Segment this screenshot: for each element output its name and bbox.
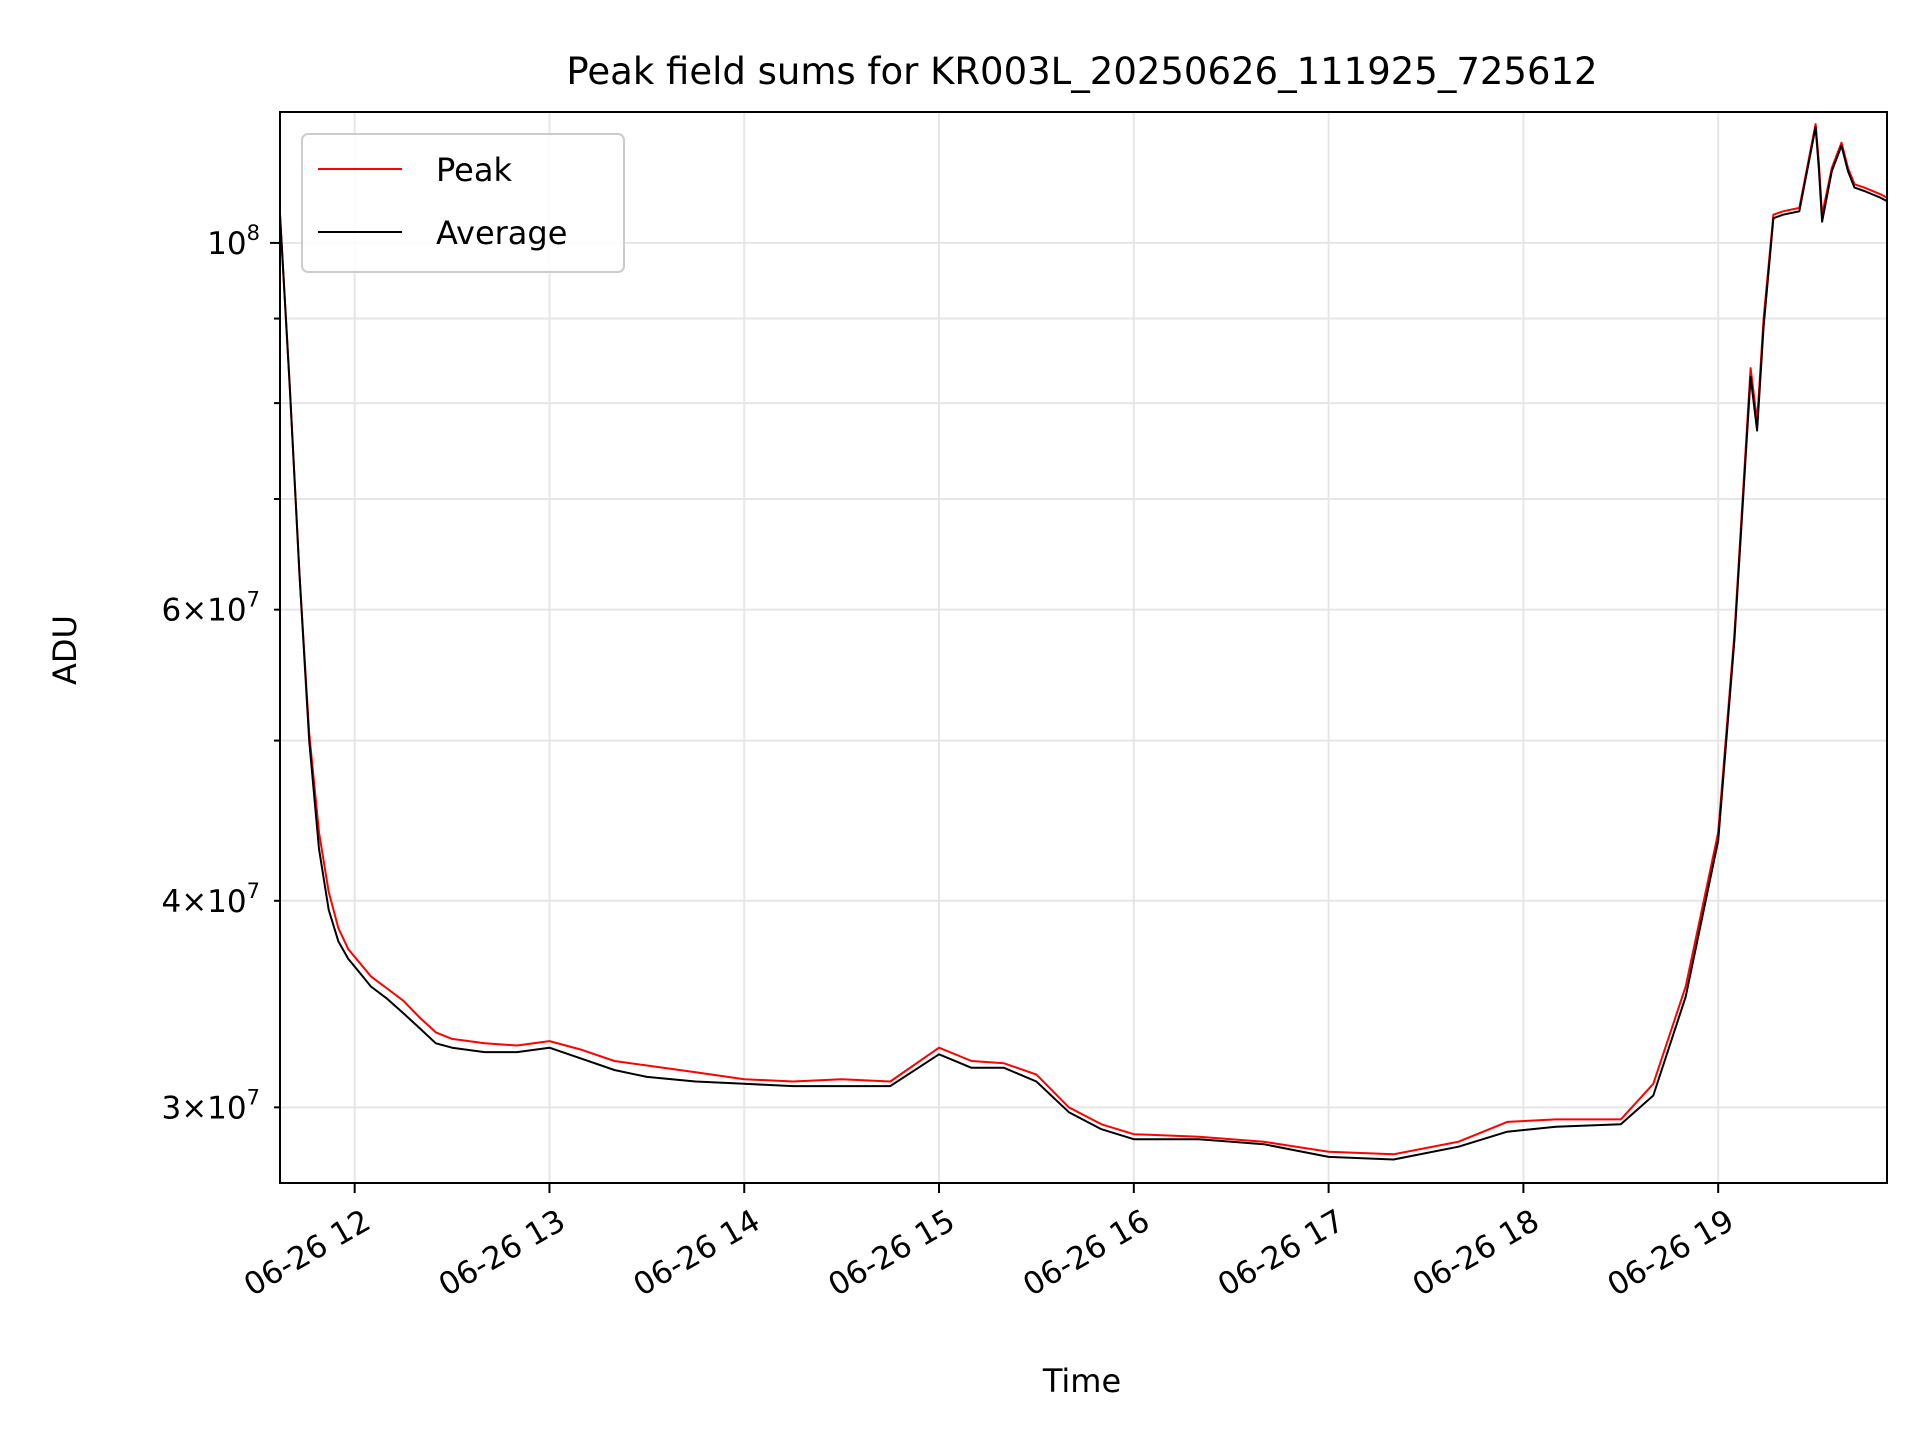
plot-frame — [279, 111, 1888, 1184]
grid — [280, 112, 1887, 1183]
legend-label-peak: Peak — [436, 151, 512, 189]
y-tick-label: 3×107 — [161, 1085, 260, 1126]
chart-title: Peak field sums for KR003L_20250626_1119… — [566, 50, 1597, 93]
y-axis-ticks: 108 3×107 4×107 6×107 — [161, 221, 280, 1126]
legend: Peak Average — [301, 133, 625, 273]
y-axis-label: ADU — [46, 615, 84, 685]
y-tick-label: 6×107 — [161, 588, 260, 629]
y-tick-label: 4×107 — [161, 879, 260, 920]
y-tick-label: 108 — [207, 221, 260, 262]
legend-label-average: Average — [436, 214, 567, 252]
series-line-average — [280, 126, 1887, 1161]
x-axis-label: Time — [1042, 1362, 1121, 1400]
plot-series — [280, 123, 1887, 1161]
